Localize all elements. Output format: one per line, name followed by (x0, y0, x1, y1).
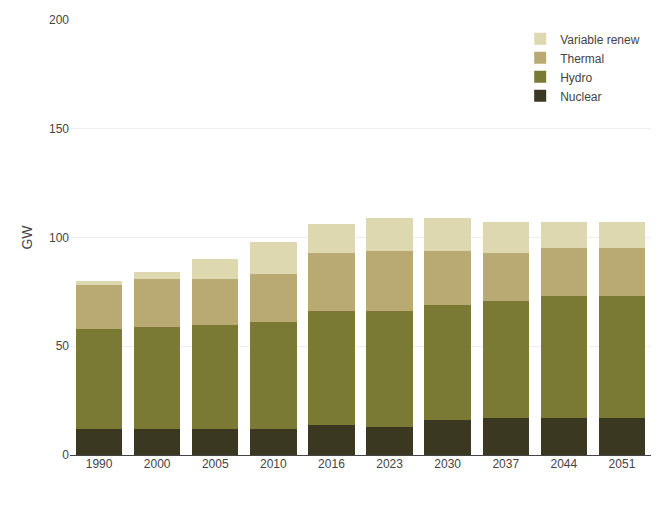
svg-text:2044: 2044 (550, 457, 577, 471)
svg-text:200: 200 (49, 13, 69, 27)
svg-text:2037: 2037 (492, 457, 519, 471)
svg-text:Hydro: Hydro (560, 71, 592, 85)
svg-text:100: 100 (49, 231, 69, 245)
svg-text:0: 0 (62, 448, 69, 462)
svg-text:2016: 2016 (318, 457, 345, 471)
svg-text:2000: 2000 (144, 457, 171, 471)
svg-text:2023: 2023 (376, 457, 403, 471)
svg-text:2030: 2030 (434, 457, 461, 471)
svg-text:1990: 1990 (86, 457, 113, 471)
svg-text:2005: 2005 (202, 457, 229, 471)
svg-text:150: 150 (49, 122, 69, 136)
svg-text:50: 50 (56, 339, 70, 353)
svg-text:GW: GW (19, 225, 35, 250)
svg-text:2051: 2051 (609, 457, 636, 471)
svg-text:Nuclear: Nuclear (560, 90, 601, 104)
svg-text:Thermal: Thermal (560, 52, 604, 66)
svg-text:Variable renew: Variable renew (560, 33, 639, 47)
svg-text:2010: 2010 (260, 457, 287, 471)
